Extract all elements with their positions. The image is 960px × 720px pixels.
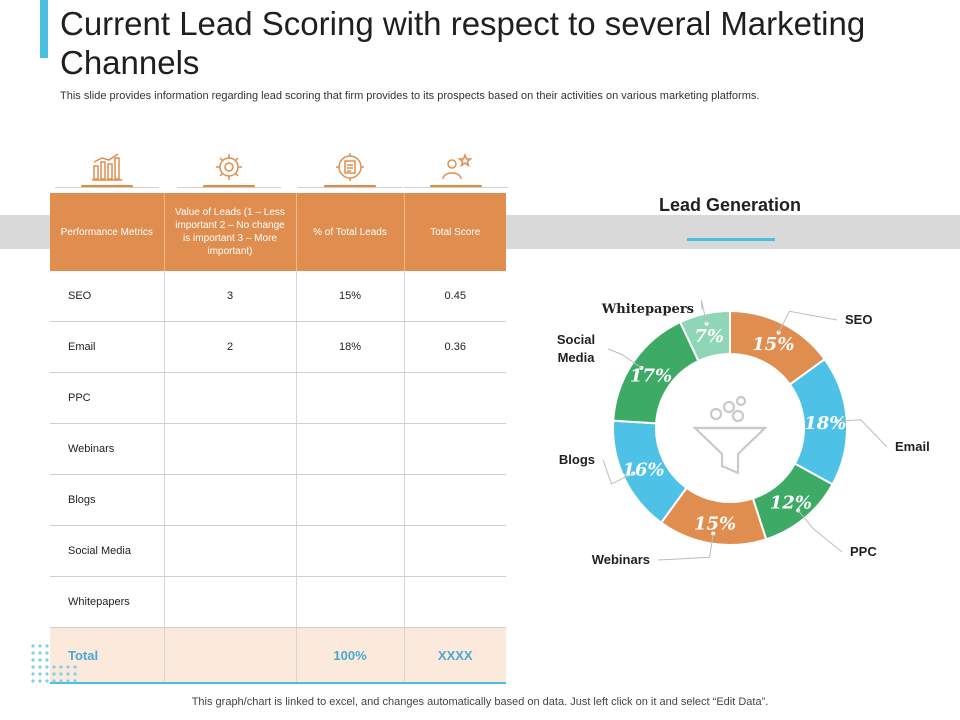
donut-category-label-line: Media: [558, 350, 596, 365]
chart-title: Lead Generation: [658, 195, 802, 215]
table-cell: PPC: [50, 372, 165, 424]
table-header-cell: % of Total Leads: [296, 193, 405, 271]
table-cell: [164, 525, 297, 577]
donut-category-labels: SEO Email PPC Webinars Blogs Social Media White…: [557, 302, 930, 567]
donut-category-label: Blogs: [559, 452, 595, 467]
table-row: SEO 3 15% 0.45: [50, 271, 506, 322]
table-cell: Whitepapers: [50, 576, 165, 628]
table-cell: 2: [164, 321, 297, 373]
donut-category-label-line: Social: [557, 332, 595, 347]
donut-slices: [612, 309, 848, 546]
table-cell: Total: [50, 627, 165, 684]
donut-category-label: Social Media: [557, 332, 595, 365]
leader-line: [836, 419, 888, 448]
donut-value-label: 16%: [623, 460, 665, 481]
table-row: Email 2 18% 0.36: [50, 321, 506, 373]
donut-value-label: 12%: [770, 493, 812, 514]
table-cell: Webinars: [50, 423, 165, 475]
table-cell: [404, 372, 506, 424]
bar-chart-icon: [92, 153, 122, 181]
table-cell: [296, 372, 405, 424]
chart-title-underline: [687, 238, 775, 241]
donut-value-label: 7%: [694, 326, 724, 347]
table-header-cell: Value of Leads (1 – Less important 2 – N…: [164, 193, 297, 271]
table-cell: [404, 423, 506, 475]
table-cell: XXXX: [404, 627, 506, 684]
leader-dot: [711, 531, 716, 536]
table-cell: Blogs: [50, 474, 165, 526]
leader-line: [778, 310, 838, 333]
donut-leader-lines: [602, 300, 888, 561]
donut-category-label: Whitepapers: [601, 302, 694, 317]
table-cell: [404, 576, 506, 628]
donut-value-label: 15%: [694, 513, 736, 534]
title-accent-bar: [40, 0, 48, 58]
lead-scoring-table: Performance Metrics Value of Leads (1 – …: [50, 193, 506, 684]
lead-generation-donut-chart: 15% 18% 12% 15% 16% 17% 7% SEO Email PPC Webinars…: [557, 300, 930, 567]
table-cell: [164, 627, 297, 684]
table-cell: 15%: [296, 271, 405, 322]
column-icon-score: [404, 152, 508, 190]
table-cell: [164, 576, 297, 628]
footer-note: This graph/chart is linked to excel, and…: [191, 696, 769, 708]
leader-line: [700, 300, 708, 324]
table-header-cell: Performance Metrics: [50, 193, 165, 271]
table-row: Social Media: [50, 525, 506, 577]
table-cell: [404, 525, 506, 577]
table-cell: [296, 474, 405, 526]
gear-brain-icon: [216, 154, 242, 180]
column-icon-performance: [55, 152, 159, 190]
leader-line: [602, 459, 634, 485]
donut-category-label: SEO: [845, 312, 872, 327]
funnel-icon: [692, 395, 768, 475]
table-cell: Email: [50, 321, 165, 373]
table-row: Blogs: [50, 474, 506, 526]
person-star-icon: [442, 152, 472, 180]
decorative-dot-grid: [31, 644, 77, 683]
table-cell: 100%: [296, 627, 405, 684]
table-cell: [296, 576, 405, 628]
donut-slice-whitepapers: [678, 309, 731, 363]
table-cell: Social Media: [50, 525, 165, 577]
table-cell: [404, 474, 506, 526]
table-cell: 0.36: [404, 321, 506, 373]
gear-document-icon: [336, 153, 364, 181]
table-cell: [164, 372, 297, 424]
table-row: Whitepapers: [50, 576, 506, 628]
table-row: Webinars: [50, 423, 506, 475]
donut-value-label: 17%: [630, 365, 672, 386]
donut-value-label: 15%: [752, 334, 794, 355]
table-cell: [164, 423, 297, 475]
donut-category-label: Webinars: [592, 552, 650, 567]
table-cell: 0.45: [404, 271, 506, 322]
table-cell: SEO: [50, 271, 165, 322]
page-title: Current Lead Scoring with respect to sev…: [60, 5, 866, 81]
table-cell: 18%: [296, 321, 405, 373]
table-cell: 3: [164, 271, 297, 322]
table-total-row: Total 100% XXXX: [50, 627, 506, 684]
table-cell: [296, 423, 405, 475]
column-icon-percent: [298, 152, 402, 190]
leader-dot: [834, 419, 839, 424]
donut-value-labels: 15% 18% 12% 15% 16% 17% 7%: [623, 326, 847, 535]
leader-line: [797, 510, 843, 553]
page-subtitle: This slide provides information regardin…: [60, 90, 760, 102]
donut-category-label: PPC: [850, 544, 877, 559]
column-icon-value: [177, 152, 281, 190]
table-header-row: Performance Metrics Value of Leads (1 – …: [50, 193, 506, 271]
table-cell: [164, 474, 297, 526]
table-header-cell: Total Score: [404, 193, 506, 271]
table-row: PPC: [50, 372, 506, 424]
leader-line: [657, 533, 714, 561]
leader-line: [607, 348, 642, 369]
donut-value-label: 18%: [804, 413, 846, 434]
donut-category-label: Email: [895, 439, 930, 454]
table-cell: [296, 525, 405, 577]
